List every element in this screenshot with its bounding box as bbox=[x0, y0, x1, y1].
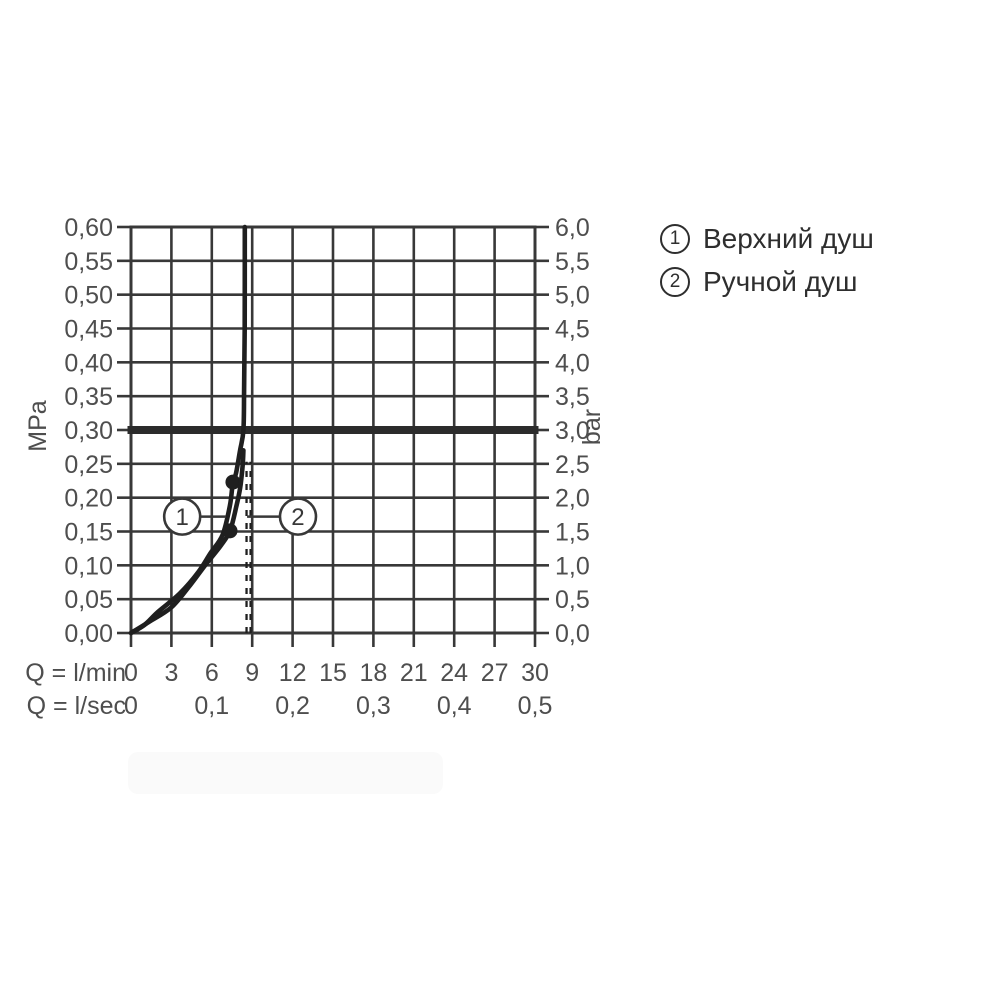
x-tick-label-lmin: 6 bbox=[205, 659, 219, 687]
y-tick-label-bar: 5,0 bbox=[555, 282, 590, 310]
annotation-number-2: 2 bbox=[291, 504, 304, 531]
x-tick-label-lmin: 9 bbox=[245, 659, 259, 687]
x-tick-label-lsec: 0,1 bbox=[194, 692, 229, 720]
legend-label-hand-shower: Ручной душ bbox=[703, 265, 858, 297]
x-tick-label-lmin: 0 bbox=[124, 659, 138, 687]
x-tick-label-lmin: 30 bbox=[521, 659, 549, 687]
y-right-axis-unit: bar bbox=[578, 409, 606, 445]
legend-marker-2-icon: 2 bbox=[660, 266, 690, 297]
x-tick-label-lmin: 3 bbox=[164, 659, 178, 687]
y-tick-label-mpa: 0,40 bbox=[64, 349, 113, 377]
y-tick-label-bar: 2,0 bbox=[555, 485, 590, 513]
y-tick-label-mpa: 0,45 bbox=[64, 316, 113, 344]
legend-label-overhead-shower: Верхний душ bbox=[703, 222, 874, 254]
annotation-number-1: 1 bbox=[175, 504, 188, 531]
x-tick-label-lsec: 0,5 bbox=[518, 692, 553, 720]
x-tick-label-lmin: 27 bbox=[481, 659, 509, 687]
y-tick-label-bar: 3,0 bbox=[555, 417, 590, 445]
x-tick-label-lsec: 0,3 bbox=[356, 692, 391, 720]
y-tick-label-mpa: 0,15 bbox=[64, 519, 113, 547]
y-tick-label-mpa: 0,50 bbox=[64, 282, 113, 310]
annotation-circle-1 bbox=[162, 497, 202, 536]
curve-point-marker-2 bbox=[222, 523, 238, 539]
y-tick-label-mpa: 0,20 bbox=[64, 485, 113, 513]
y-tick-label-bar: 5,5 bbox=[555, 248, 590, 276]
y-tick-label-mpa: 0,30 bbox=[64, 417, 113, 445]
x-tick-label-lsec: 0 bbox=[124, 692, 138, 720]
y-tick-label-bar: 3,5 bbox=[555, 383, 590, 411]
y-tick-label-bar: 6,0 bbox=[555, 214, 590, 242]
x-tick-label-lmin: 18 bbox=[359, 659, 387, 687]
y-tick-label-bar: 1,0 bbox=[555, 552, 590, 580]
x-tick-label-lsec: 0,4 bbox=[437, 692, 472, 720]
curve-series-1 bbox=[128, 224, 248, 636]
x-tick-label-lmin: 24 bbox=[440, 659, 468, 687]
watermark bbox=[128, 752, 443, 794]
y-tick-label-bar: 2,5 bbox=[555, 451, 590, 479]
legend: 1 Верхний душ 2 Ручной душ bbox=[660, 217, 874, 303]
y-tick-label-mpa: 0,35 bbox=[64, 383, 113, 411]
y-tick-label-bar: 0,0 bbox=[555, 620, 590, 648]
x-axis-row-label-lmin: Q = l/min bbox=[25, 659, 126, 687]
y-tick-label-bar: 4,0 bbox=[555, 349, 590, 377]
y-tick-label-bar: 1,5 bbox=[555, 519, 590, 547]
y-tick-label-mpa: 0,10 bbox=[64, 552, 113, 580]
y-tick-label-mpa: 0,55 bbox=[64, 248, 113, 276]
y-left-axis-unit: MPa bbox=[24, 400, 52, 452]
legend-item-overhead-shower: 1 Верхний душ bbox=[660, 217, 874, 260]
y-tick-label-mpa: 0,60 bbox=[64, 214, 113, 242]
x-tick-label-lmin: 12 bbox=[279, 659, 307, 687]
y-tick-label-mpa: 0,25 bbox=[64, 451, 113, 479]
curve-point-marker-1 bbox=[225, 474, 241, 490]
legend-item-hand-shower: 2 Ручной душ bbox=[660, 260, 874, 303]
curve-series-2 bbox=[128, 448, 246, 636]
y-tick-label-bar: 0,5 bbox=[555, 586, 590, 614]
annotation-circle-2 bbox=[278, 497, 318, 536]
y-tick-label-bar: 4,5 bbox=[555, 316, 590, 344]
y-tick-label-mpa: 0,05 bbox=[64, 586, 113, 614]
x-tick-label-lmin: 15 bbox=[319, 659, 347, 687]
x-tick-label-lsec: 0,2 bbox=[275, 692, 310, 720]
x-tick-label-lmin: 21 bbox=[400, 659, 428, 687]
y-tick-label-mpa: 0,00 bbox=[64, 620, 113, 648]
legend-marker-1-icon: 1 bbox=[660, 223, 690, 254]
x-axis-row-label-lsec: Q = l/sec bbox=[27, 692, 126, 720]
